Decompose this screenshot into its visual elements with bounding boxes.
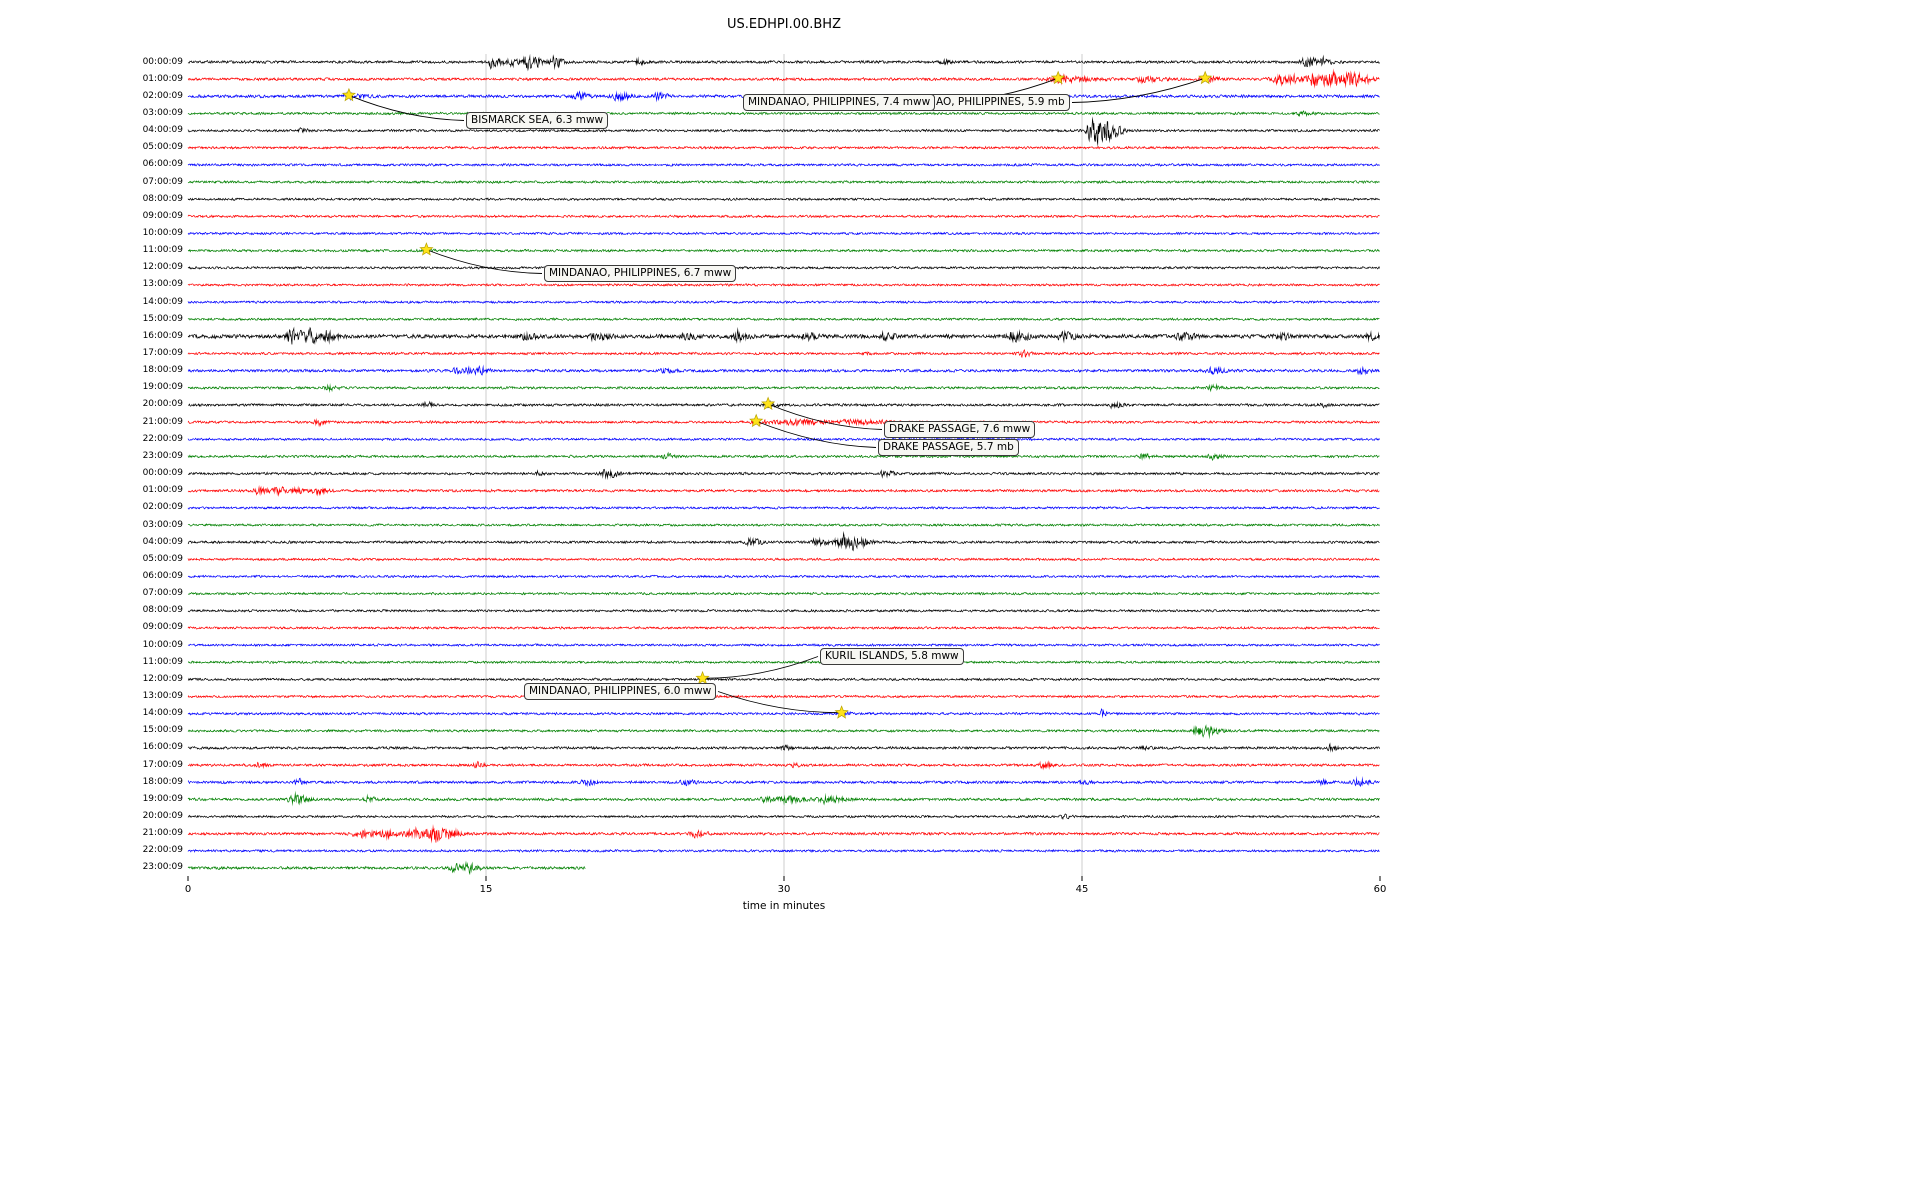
chart-title: US.EDHPI.00.BHZ <box>727 17 841 32</box>
x-tick-label: 45 <box>1075 884 1089 895</box>
row-label: 16:00:09 <box>142 330 183 341</box>
event-label: KURIL ISLANDS, 5.8 mww <box>820 648 964 665</box>
row-label: 06:00:09 <box>142 570 183 581</box>
row-label: 14:00:09 <box>142 708 183 719</box>
row-label: 20:00:09 <box>142 811 183 822</box>
x-tick-label: 15 <box>479 884 493 895</box>
row-label: 11:00:09 <box>142 245 183 256</box>
row-label: 14:00:09 <box>142 296 183 307</box>
row-label: 18:00:09 <box>142 776 183 787</box>
row-label: 15:00:09 <box>142 313 183 324</box>
row-label: 02:00:09 <box>142 502 183 513</box>
row-label: 19:00:09 <box>142 382 183 393</box>
row-label: 23:00:09 <box>142 450 183 461</box>
row-label: 05:00:09 <box>142 553 183 564</box>
row-label: 03:00:09 <box>142 519 183 530</box>
row-label: 16:00:09 <box>142 742 183 753</box>
x-tick-label: 60 <box>1373 884 1387 895</box>
row-label: 05:00:09 <box>142 142 183 153</box>
row-label: 08:00:09 <box>142 193 183 204</box>
row-label: 12:00:09 <box>142 262 183 273</box>
row-label: 10:00:09 <box>142 639 183 650</box>
x-tick-label: 30 <box>777 884 791 895</box>
row-label: 07:00:09 <box>142 176 183 187</box>
row-label: 15:00:09 <box>142 725 183 736</box>
row-label: 09:00:09 <box>142 622 183 633</box>
row-label: 20:00:09 <box>142 399 183 410</box>
event-label: MINDANAO, PHILIPPINES, 7.4 mww <box>743 94 936 111</box>
row-label: 10:00:09 <box>142 227 183 238</box>
event-label: MINDANAO, PHILIPPINES, 6.0 mww <box>524 683 717 700</box>
row-label: 04:00:09 <box>142 536 183 547</box>
row-label: 22:00:09 <box>142 433 183 444</box>
row-label: 03:00:09 <box>142 107 183 118</box>
row-label: 17:00:09 <box>142 759 183 770</box>
row-label: 23:00:09 <box>142 862 183 873</box>
row-label: 08:00:09 <box>142 605 183 616</box>
row-label: 13:00:09 <box>142 279 183 290</box>
row-label: 19:00:09 <box>142 793 183 804</box>
x-tick-label: 0 <box>184 884 192 895</box>
row-label: 18:00:09 <box>142 365 183 376</box>
row-label: 00:00:09 <box>142 56 183 67</box>
event-label: DRAKE PASSAGE, 7.6 mww <box>884 421 1036 438</box>
row-label: 07:00:09 <box>142 588 183 599</box>
row-label: 00:00:09 <box>142 468 183 479</box>
row-label: 22:00:09 <box>142 845 183 856</box>
event-label: DRAKE PASSAGE, 5.7 mb <box>878 439 1019 456</box>
row-label: 21:00:09 <box>142 828 183 839</box>
row-label: 02:00:09 <box>142 90 183 101</box>
row-label: 11:00:09 <box>142 656 183 667</box>
row-label: 13:00:09 <box>142 691 183 701</box>
row-label: 01:00:09 <box>142 485 183 496</box>
row-label: 12:00:09 <box>142 673 183 684</box>
row-label: 21:00:09 <box>142 416 183 427</box>
row-label: 09:00:09 <box>142 210 183 221</box>
event-label: BISMARCK SEA, 6.3 mww <box>466 112 609 129</box>
row-label: 01:00:09 <box>142 73 183 84</box>
event-label: MINDANAO, PHILIPPINES, 6.7 mww <box>544 265 737 282</box>
x-axis-label: time in minutes <box>742 900 826 912</box>
row-label: 04:00:09 <box>142 125 183 136</box>
row-label: 17:00:09 <box>142 348 183 359</box>
row-label: 06:00:09 <box>142 159 183 170</box>
